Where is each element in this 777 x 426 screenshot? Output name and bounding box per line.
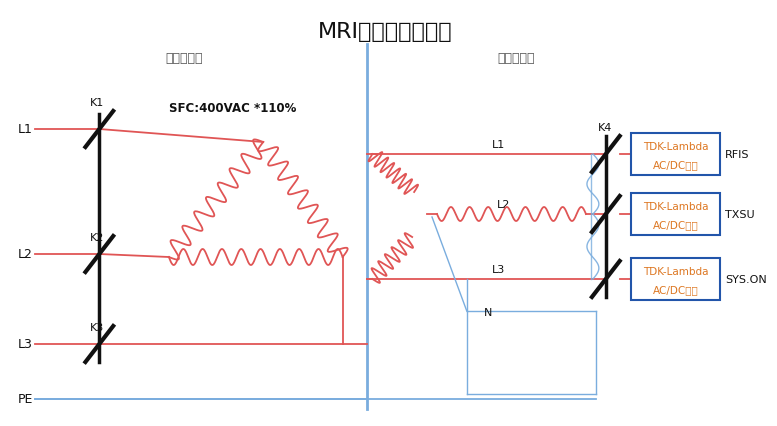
- Text: AC/DC电源: AC/DC电源: [653, 160, 699, 170]
- Text: L1: L1: [492, 140, 505, 150]
- Text: N: N: [483, 307, 492, 317]
- FancyBboxPatch shape: [631, 134, 720, 176]
- Text: PE: PE: [18, 393, 33, 406]
- Text: TDK-Lambda: TDK-Lambda: [643, 201, 708, 211]
- Text: MRI部分供电示意图: MRI部分供电示意图: [318, 22, 453, 42]
- Text: L3: L3: [492, 265, 505, 274]
- Text: K1: K1: [89, 98, 103, 108]
- Text: L2: L2: [18, 248, 33, 261]
- Text: 变压器原边: 变压器原边: [165, 52, 203, 65]
- Text: L3: L3: [18, 338, 33, 351]
- Text: AC/DC电源: AC/DC电源: [653, 284, 699, 294]
- Text: SYS.ON: SYS.ON: [725, 274, 767, 284]
- Text: K3: K3: [89, 322, 103, 332]
- Text: L1: L1: [18, 123, 33, 136]
- Text: K4: K4: [598, 123, 612, 132]
- FancyBboxPatch shape: [631, 259, 720, 300]
- Text: RFIS: RFIS: [725, 150, 750, 160]
- Text: SFC:400VAC *110%: SFC:400VAC *110%: [169, 101, 296, 114]
- Text: L2: L2: [497, 199, 510, 210]
- Text: TDK-Lambda: TDK-Lambda: [643, 266, 708, 276]
- FancyBboxPatch shape: [631, 193, 720, 236]
- Text: 变压器副边: 变压器副边: [498, 52, 535, 65]
- Text: TDK-Lambda: TDK-Lambda: [643, 142, 708, 152]
- Text: AC/DC电源: AC/DC电源: [653, 219, 699, 230]
- Text: K2: K2: [89, 233, 104, 242]
- Text: TXSU: TXSU: [725, 210, 754, 219]
